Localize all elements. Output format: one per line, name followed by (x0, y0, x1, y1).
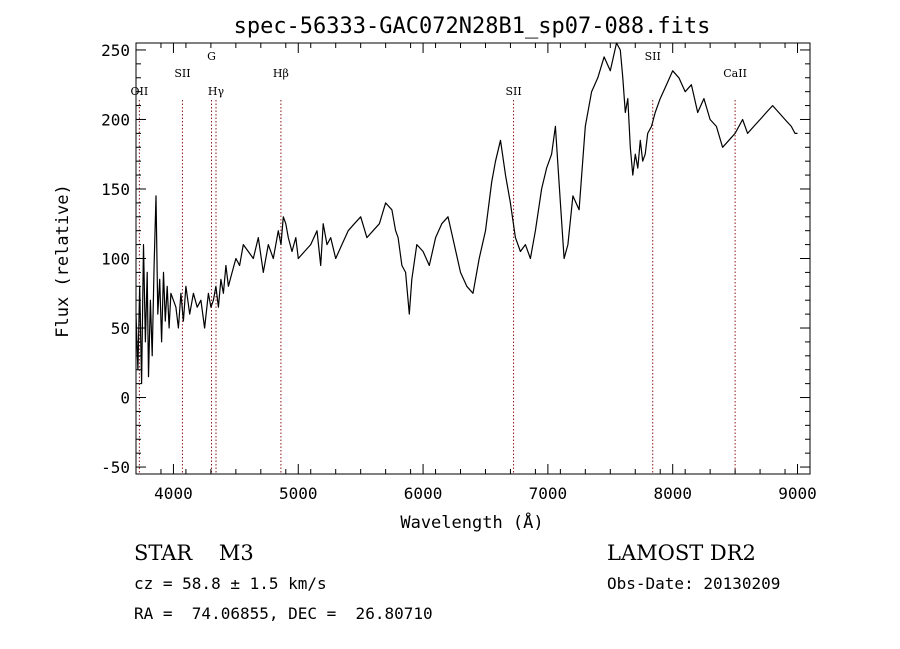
chart-title: spec-56333-GAC072N28B1_sp07-088.fits (234, 14, 711, 39)
y-tick-label: 150 (101, 180, 130, 199)
coordinates: RA = 74.06855, DEC = 26.80710 (134, 604, 433, 623)
y-tick-label: 200 (101, 110, 130, 129)
x-tick-label: 9000 (778, 484, 817, 503)
plot-frame (135, 42, 811, 475)
line-marker-label: SII (505, 85, 521, 98)
redshift-info: cz = 58.8 ± 1.5 km/s (134, 574, 327, 593)
y-axis-label: Flux (relative) (53, 184, 73, 338)
x-tick-label: 8000 (653, 484, 692, 503)
line-marker-label: Hγ (208, 85, 225, 98)
line-marker-label: G (207, 50, 216, 63)
line-marker-label: SII (174, 67, 190, 80)
line-marker-label: SII (645, 50, 661, 63)
line-marker-label: CaII (723, 67, 747, 80)
object-class: STAR M3 (134, 541, 254, 565)
x-tick-label: 5000 (279, 484, 318, 503)
x-tick-label: 6000 (404, 484, 443, 503)
x-tick-label: 4000 (154, 484, 193, 503)
observation-date: Obs-Date: 20130209 (607, 574, 780, 593)
y-tick-label: 50 (111, 319, 130, 338)
y-axis: -50 0 50 100 150 200 250 (101, 41, 810, 477)
y-tick-label: -50 (101, 458, 130, 477)
y-tick-label: 250 (101, 41, 130, 60)
y-tick-label: 0 (120, 389, 130, 408)
survey-name: LAMOST DR2 (607, 541, 756, 565)
line-marker-label: Hβ (273, 67, 289, 80)
y-tick-label: 100 (101, 250, 130, 269)
spectrum-series (135, 42, 798, 385)
x-axis-label: Wavelength (Å) (400, 511, 543, 533)
x-tick-label: 7000 (529, 484, 568, 503)
spectrum-line (135, 42, 798, 385)
x-axis: 4000 5000 6000 7000 8000 9000 (135, 43, 817, 503)
